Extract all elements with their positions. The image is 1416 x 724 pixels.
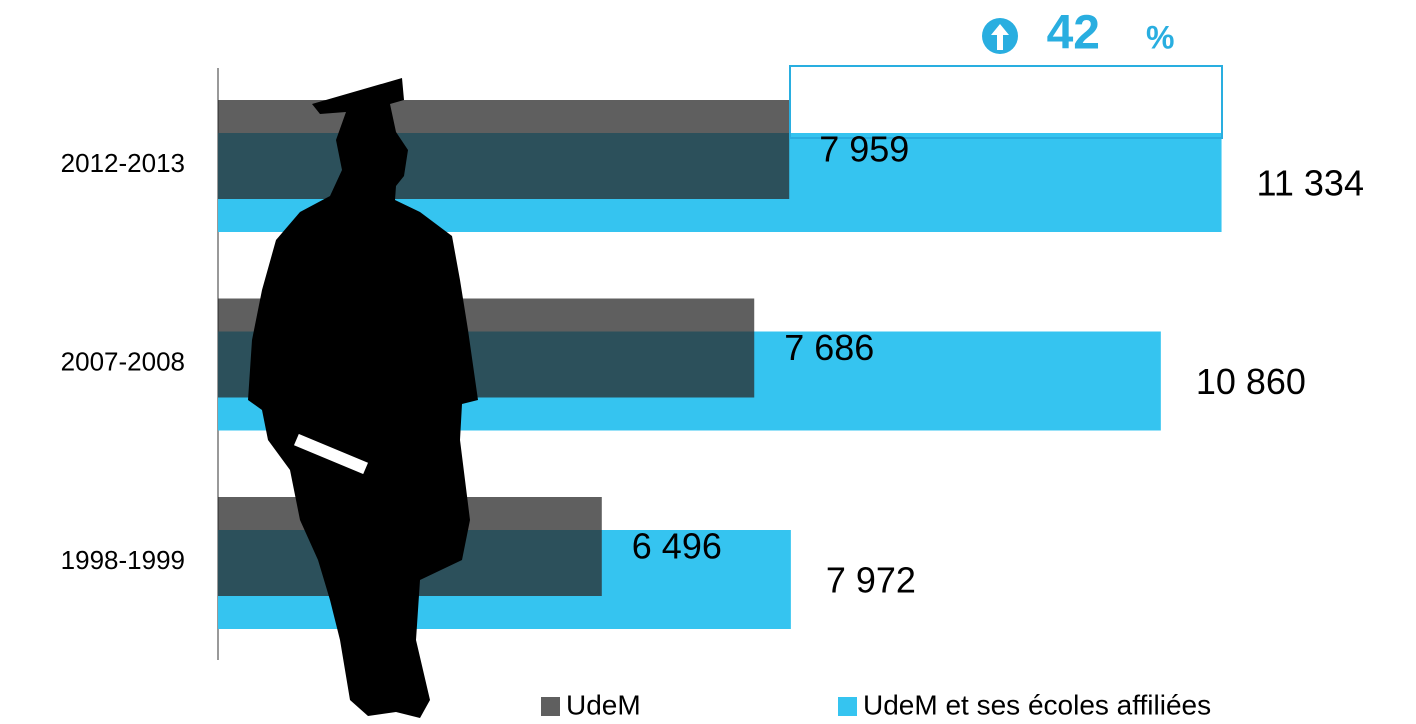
- annotation-unit: %: [1146, 19, 1174, 55]
- value-label: 6 496: [632, 526, 722, 567]
- value-label: 11 334: [1257, 163, 1364, 204]
- legend-label: UdeM: [566, 689, 641, 720]
- annotation: 42: [1047, 7, 1100, 60]
- value-label: 7 959: [819, 129, 909, 170]
- value-label: 7 686: [784, 327, 874, 368]
- legend-swatch: [838, 697, 857, 716]
- legend-label: UdeM et ses écoles affiliées: [863, 689, 1211, 720]
- value-label: 10 860: [1196, 361, 1306, 402]
- highlight-box: [790, 66, 1222, 138]
- bar: [218, 100, 789, 199]
- y-tick-label: 1998-1999: [61, 545, 185, 575]
- y-tick-label: 2007-2008: [61, 346, 185, 376]
- chart: 2012-2013 2007-2008 1998-1999 42 % UdeM Ud…: [0, 0, 1416, 724]
- legend-swatch: [541, 697, 560, 716]
- value-label: 7 972: [826, 560, 916, 601]
- page: {"chart_data": {"type": "hbar", "categor…: [0, 0, 1416, 724]
- y-tick-label: 2012-2013: [61, 148, 185, 178]
